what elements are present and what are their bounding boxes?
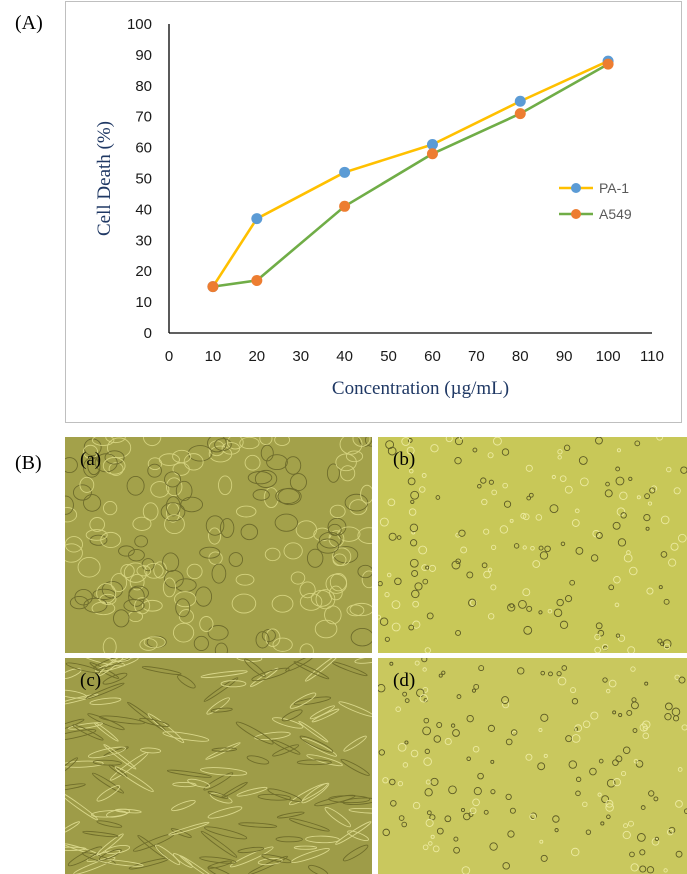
panel-a-label: (A) [15, 12, 43, 34]
micrograph-a: (a) [65, 437, 372, 653]
y-tick-label: 100 [127, 16, 152, 33]
y-tick-label: 50 [135, 171, 152, 188]
x-tick-label: 110 [640, 348, 664, 365]
y-tick-label: 90 [135, 47, 152, 64]
micrograph-label: (d) [393, 670, 416, 691]
data-point [426, 148, 438, 160]
x-tick-label: 10 [205, 348, 222, 365]
y-tick-labels: 0 10 20 30 40 50 60 70 80 90 100 [127, 16, 152, 342]
x-tick-label: 30 [292, 348, 309, 365]
micrograph-texture [378, 658, 687, 874]
micrograph-label: (c) [80, 670, 102, 691]
panel-b-label: (B) [15, 452, 42, 474]
micrograph-label: (b) [393, 449, 416, 470]
data-point [251, 274, 263, 286]
series-line [211, 59, 609, 288]
x-tick-label: 40 [336, 348, 353, 365]
data-point [514, 108, 526, 120]
series-line [212, 63, 609, 288]
micrograph-b: (b) [378, 437, 687, 653]
micrograph-texture [65, 437, 372, 653]
y-axis-title: Cell Death (%) [94, 121, 115, 236]
chart-svg: 0 10 20 30 40 50 60 70 80 90 100 0 10 20 30 40 50 60 70 80… [94, 16, 664, 399]
data-point [602, 58, 614, 70]
legend-label: A549 [599, 206, 632, 222]
chart-legend: PA-1 A549 [559, 180, 632, 222]
x-tick-label: 0 [165, 348, 173, 365]
micrograph-texture [65, 658, 372, 874]
y-tick-label: 40 [135, 201, 152, 218]
x-tick-labels: 0 10 20 30 40 50 60 70 80 90 100 110 [165, 348, 664, 365]
x-axis-title: Concentration (µg/mL) [332, 378, 509, 399]
data-point [207, 281, 219, 293]
chart-axes [168, 24, 652, 334]
micrograph-texture [378, 437, 687, 653]
line-chart: 0 10 20 30 40 50 60 70 80 90 100 0 10 20 30 40 50 60 70 80… [65, 1, 682, 423]
x-tick-label: 70 [468, 348, 485, 365]
micrograph-label: (a) [80, 449, 102, 470]
legend-entry: PA-1 [559, 180, 629, 196]
x-tick-label: 60 [424, 348, 441, 365]
legend-label: PA-1 [599, 180, 629, 196]
y-tick-label: 80 [135, 78, 152, 95]
x-tick-label: 100 [596, 348, 621, 365]
y-tick-label: 10 [135, 294, 152, 311]
legend-entry: A549 [559, 206, 632, 222]
chart-series [207, 55, 614, 293]
legend-marker [571, 209, 581, 219]
data-point [426, 139, 438, 151]
y-tick-label: 60 [135, 140, 152, 157]
data-point [339, 200, 351, 212]
y-tick-label: 0 [144, 325, 152, 342]
x-tick-label: 20 [248, 348, 265, 365]
y-tick-label: 30 [135, 232, 152, 249]
y-tick-label: 20 [135, 263, 152, 280]
data-point [251, 213, 263, 225]
data-point [514, 95, 526, 107]
series-a549 [207, 58, 614, 293]
micrograph-c: (c) [65, 658, 372, 874]
micrograph-d: (d) [378, 658, 687, 874]
y-tick-label: 70 [135, 109, 152, 126]
data-point [339, 166, 351, 178]
x-tick-label: 80 [512, 348, 529, 365]
legend-marker [571, 183, 581, 193]
x-tick-label: 90 [556, 348, 573, 365]
series-pa-1 [207, 55, 614, 293]
x-tick-label: 50 [380, 348, 397, 365]
